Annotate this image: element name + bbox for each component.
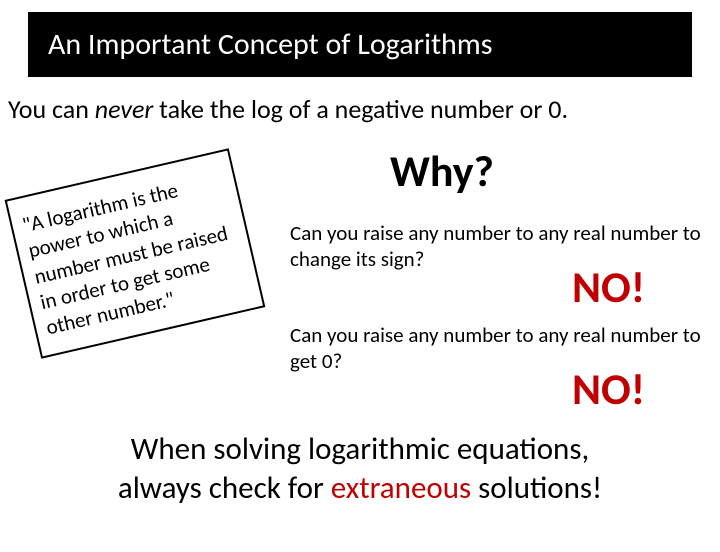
conclusion: When solving logarithmic equations, alwa… [0, 430, 720, 508]
question-1: Can you raise any number to any real num… [290, 220, 720, 273]
subtitle: You can never take the log of a negative… [0, 77, 720, 125]
answer-no-1: NO! [572, 260, 645, 314]
definition-text: "A logarithm is the power to which a num… [20, 177, 230, 340]
subtitle-p2: take the log of a [153, 93, 334, 125]
conclusion-l2a: always check for [118, 469, 331, 507]
conclusion-line-1: When solving logarithmic equations, [0, 430, 720, 469]
subtitle-never: never [95, 93, 154, 125]
subtitle-p3: number or 0. [424, 93, 568, 125]
subtitle-neg: negative [335, 93, 424, 125]
conclusion-extraneous: extraneous [331, 469, 471, 507]
subtitle-p1: You can [8, 93, 95, 125]
title-bar: An Important Concept of Logarithms [28, 12, 692, 77]
answer-no-2: NO! [572, 362, 645, 416]
conclusion-l2b: solutions! [471, 469, 602, 507]
conclusion-line-2: always check for extraneous solutions! [0, 469, 720, 508]
why-heading: Why? [390, 144, 494, 198]
page-title: An Important Concept of Logarithms [48, 26, 492, 63]
definition-box: "A logarithm is the power to which a num… [5, 148, 266, 359]
question-2: Can you raise any number to any real num… [290, 322, 720, 375]
